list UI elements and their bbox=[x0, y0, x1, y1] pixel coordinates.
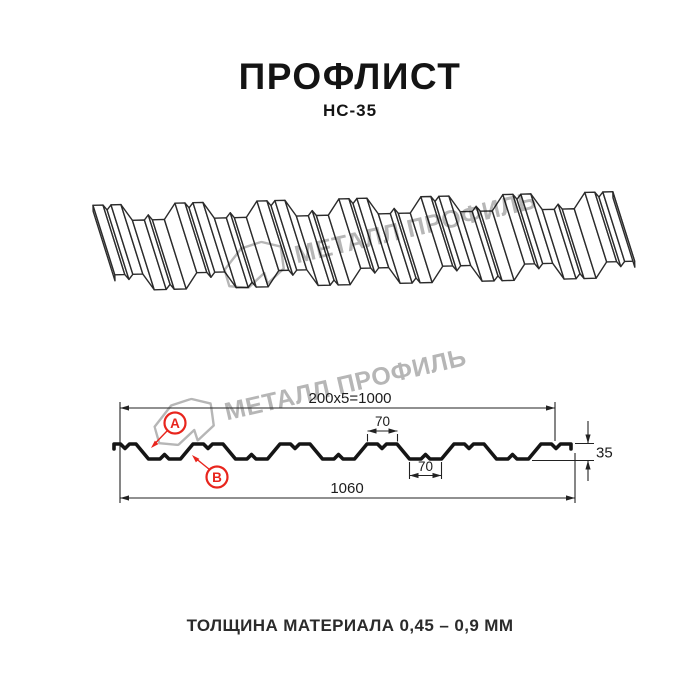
dim-valley-width-label: 70 bbox=[418, 459, 433, 474]
metall-profil-logo-icon bbox=[153, 397, 215, 447]
marker-a-arrow bbox=[153, 429, 169, 445]
profile-3d-view bbox=[92, 191, 636, 291]
dim-height: 35 bbox=[532, 421, 613, 481]
dim-crest-width-label: 70 bbox=[375, 414, 390, 429]
marker-a: А bbox=[151, 411, 187, 448]
marker-a-label: А bbox=[170, 416, 180, 431]
dim-top-width-label: 200x5=1000 bbox=[309, 390, 392, 407]
thickness-note: ТОЛЩИНА МАТЕРИАЛА 0,45 – 0,9 ММ bbox=[186, 616, 514, 635]
marker-b: В bbox=[192, 455, 229, 489]
page-title: ПРОФЛИСТ bbox=[238, 56, 462, 97]
marker-b-arrow bbox=[195, 458, 211, 471]
metall-profil-logo-icon bbox=[223, 240, 285, 290]
dim-height-label: 35 bbox=[596, 445, 613, 462]
dim-crest-width: 70 bbox=[366, 414, 399, 442]
dim-total-width: 1060 bbox=[120, 453, 576, 503]
marker-b-label: В bbox=[212, 470, 222, 485]
watermark-metall-profil-lower: МЕТАЛЛ ПРОФИЛЬ bbox=[149, 336, 471, 451]
page-subtitle: НС-35 bbox=[322, 101, 378, 120]
dim-top-width: 200x5=1000 bbox=[119, 390, 556, 503]
section-profile-line bbox=[112, 442, 573, 461]
watermark-metall-profil-upper: МЕТАЛЛ ПРОФИЛЬ bbox=[219, 179, 541, 294]
dim-valley-width: 70 bbox=[408, 459, 443, 479]
dim-total-width-label: 1060 bbox=[330, 480, 363, 497]
profile-section-drawing: 200x5=1000 70 70 35 1060 bbox=[112, 390, 613, 503]
